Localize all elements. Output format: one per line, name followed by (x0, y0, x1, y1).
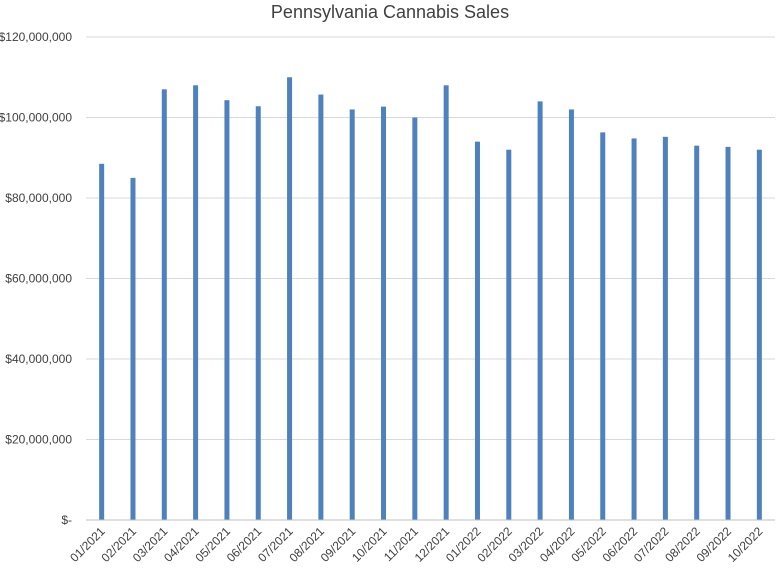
bar-04-2022 (568, 109, 574, 520)
bar-08-2022 (694, 145, 700, 521)
bar-11-2021 (412, 117, 418, 520)
y-tick-label: $100,000,000 (0, 111, 72, 125)
y-tick-label: $80,000,000 (5, 191, 72, 205)
bars (99, 77, 762, 521)
gridlines (86, 36, 775, 440)
y-tick-label: $120,000,000 (0, 30, 72, 44)
bar-07-2021 (287, 77, 293, 520)
bar-03-2022 (537, 101, 543, 521)
x-tick-label: 10/2021 (349, 524, 390, 565)
bar-01-2022 (474, 141, 480, 520)
y-tick-label: $- (61, 513, 72, 527)
bar-04-2021 (193, 85, 199, 521)
y-tick-label: $40,000,000 (5, 352, 72, 366)
y-axis-tick-labels: $- $20,000,000 $40,000,000 $60,000,000 $80,0… (0, 30, 72, 527)
y-tick-label: $20,000,000 (5, 433, 72, 447)
x-axis-tick-labels: 01/202102/202103/202104/202105/202106/20… (67, 524, 765, 565)
bar-12-2021 (443, 85, 449, 521)
y-tick-label: $60,000,000 (5, 272, 72, 286)
bar-06-2021 (255, 106, 261, 520)
chart-title: Pennsylvania Cannabis Sales (271, 2, 509, 22)
bar-03-2021 (161, 89, 167, 520)
bar-08-2021 (318, 94, 324, 521)
bar-07-2022 (662, 136, 668, 520)
bar-02-2022 (506, 149, 512, 520)
bar-09-2021 (349, 109, 355, 520)
bar-02-2021 (130, 177, 136, 520)
bar-05-2021 (224, 100, 230, 520)
bar-10-2022 (756, 149, 762, 520)
bar-01-2021 (99, 163, 105, 520)
x-tick-label: 10/2022 (725, 524, 766, 565)
bar-05-2022 (600, 132, 606, 520)
bar-06-2022 (631, 138, 637, 520)
bar-10-2021 (381, 106, 387, 520)
bar-09-2022 (725, 146, 731, 520)
